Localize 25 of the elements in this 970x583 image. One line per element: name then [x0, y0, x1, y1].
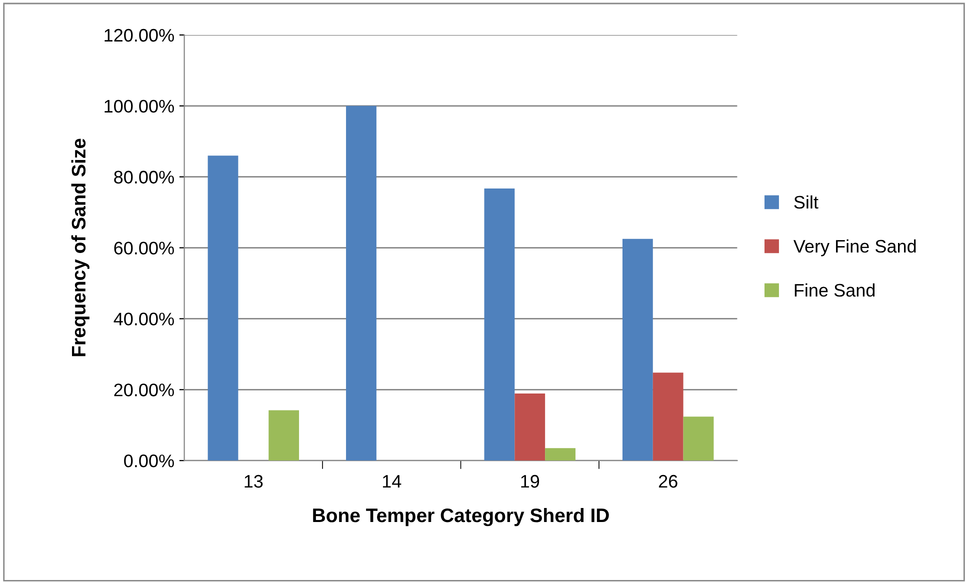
x-axis-title: Bone Temper Category Sherd ID: [313, 508, 609, 526]
bar: [484, 188, 515, 461]
bar: [622, 238, 653, 461]
legend-label: Silt: [794, 195, 818, 209]
bar: [346, 106, 376, 461]
x-tick-label: 14: [382, 475, 402, 488]
bar: [652, 372, 684, 461]
bar: [514, 394, 546, 461]
y-tick-label: 40.00%: [114, 312, 174, 326]
x-tick-label: 19: [521, 474, 540, 488]
legend-label: Fine Sand: [794, 283, 875, 297]
bar: [268, 410, 300, 461]
y-tick-label: 60.00%: [114, 242, 174, 254]
y-axis-title: Frequency of Sand Size: [71, 138, 90, 356]
bar: [208, 156, 238, 461]
bar: [545, 448, 576, 461]
y-tick-label: 20.00%: [114, 384, 174, 396]
y-tick-label: 120.00%: [104, 28, 174, 42]
x-tick-label: 13: [244, 474, 263, 488]
bar: [683, 416, 714, 461]
y-tick-label: 80.00%: [114, 170, 174, 184]
x-tick-label: 26: [658, 474, 678, 488]
legend-label: Very Fine Sand: [793, 239, 916, 256]
y-tick-label: 100.00%: [104, 100, 174, 113]
y-tick-label: 0.00%: [124, 454, 174, 468]
